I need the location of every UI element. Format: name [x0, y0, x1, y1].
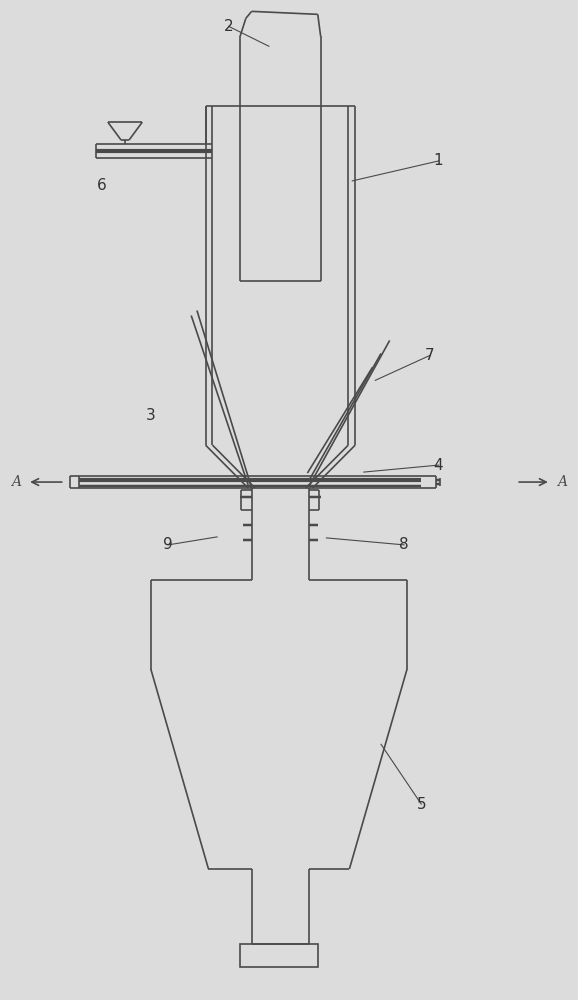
- Text: 5: 5: [417, 797, 426, 812]
- Text: 3: 3: [146, 408, 156, 423]
- Text: A: A: [557, 475, 567, 489]
- Text: 4: 4: [434, 458, 443, 473]
- Text: 8: 8: [399, 537, 409, 552]
- Text: 9: 9: [164, 537, 173, 552]
- Text: 7: 7: [425, 348, 435, 363]
- Text: A: A: [11, 475, 21, 489]
- Text: 2: 2: [224, 19, 234, 34]
- Text: 6: 6: [97, 178, 107, 193]
- Text: 1: 1: [434, 153, 443, 168]
- Bar: [240, 944, 318, 967]
